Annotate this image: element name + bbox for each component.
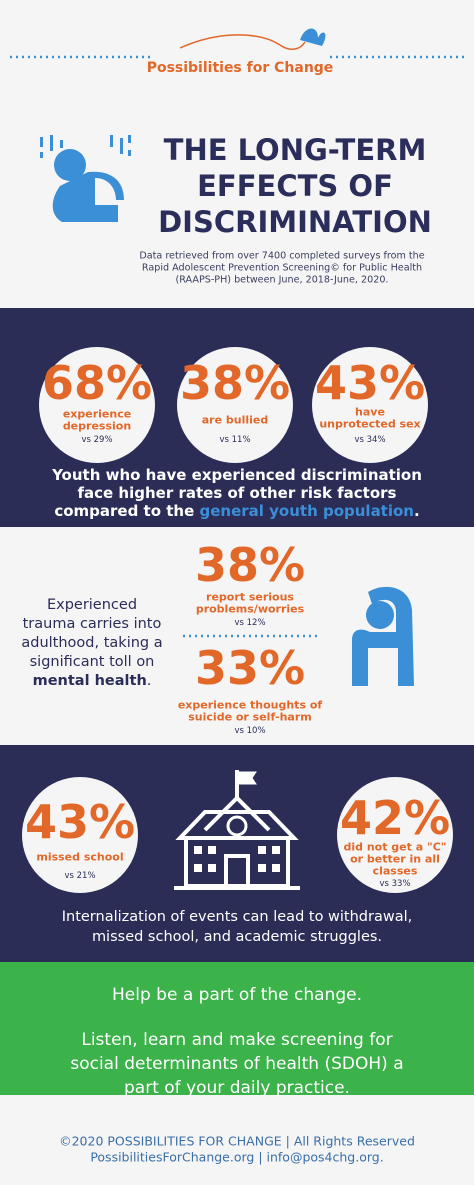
sad-figure-icon	[40, 135, 131, 222]
stat-percent: 68%	[42, 356, 152, 410]
stat-compare: vs 34%	[354, 435, 385, 445]
stat-label: missed school	[36, 851, 123, 864]
title-line: DISCRIMINATION	[158, 205, 432, 239]
mental-line: mental health.	[33, 673, 152, 689]
stat-percent: 38%	[195, 538, 305, 592]
school-windows	[194, 846, 280, 872]
mental-text: Experienced trauma carries into adulthoo…	[21, 597, 162, 689]
cta-bg	[0, 962, 474, 1095]
stat-circle	[22, 777, 138, 893]
school-line: Internalization of events can lead to wi…	[62, 909, 413, 925]
stat-label: experience	[63, 408, 131, 421]
stat-label: are bullied	[202, 414, 269, 427]
stat-label: classes	[373, 865, 418, 878]
stat-percent: 43%	[315, 356, 425, 410]
summary-line: Youth who have experienced discriminatio…	[51, 466, 422, 484]
source-line: Data retrieved from over 7400 completed …	[139, 251, 424, 262]
stat-label: have	[355, 406, 385, 419]
stat-label: report serious	[206, 591, 294, 604]
cta-line: part of your daily practice.	[124, 1078, 350, 1098]
mental-period: .	[147, 673, 152, 689]
cta-line: Listen, learn and make screening for	[81, 1030, 392, 1050]
logo-butterfly	[300, 28, 326, 46]
logo-swirl	[179, 34, 306, 50]
stat-compare: vs 12%	[234, 618, 265, 628]
stat-label: or better in all	[350, 853, 440, 866]
title-line: EFFECTS OF	[197, 169, 393, 203]
mental-emphasis: mental health	[33, 673, 147, 689]
stat-circle	[312, 347, 428, 463]
stat-circle	[337, 777, 453, 893]
cta-line: social determinants of health (SDOH) a	[70, 1054, 403, 1074]
stat-label: did not get a "C"	[343, 841, 446, 854]
stat-compare: vs 11%	[219, 435, 250, 445]
stat-label: suicide or self-harm	[188, 711, 312, 724]
summary-period: .	[414, 502, 420, 520]
stat-compare: vs 21%	[64, 871, 95, 881]
cta-heading: Help be a part of the change.	[112, 985, 362, 1005]
summary-link: general youth population	[199, 502, 414, 520]
mental-line: trauma carries into	[23, 616, 162, 632]
mental-line: adulthood, taking a	[21, 635, 162, 651]
stat-label: depression	[63, 420, 131, 433]
risk-summary: Youth who have experienced discriminatio…	[51, 466, 422, 520]
summary-line: compared to the general youth population…	[54, 502, 419, 520]
source-line: Rapid Adolescent Prevention Screening© f…	[142, 263, 422, 274]
school-line: missed school, and academic struggles.	[92, 929, 382, 945]
footer-bg	[0, 1095, 474, 1185]
stat-percent: 42%	[340, 791, 450, 845]
school-icon	[174, 770, 300, 890]
stat-percent: 43%	[25, 795, 135, 849]
stat-percent: 38%	[180, 356, 290, 410]
summary-text: compared to the	[54, 502, 194, 520]
stat-compare: vs 33%	[379, 879, 410, 889]
source-line: (RAAPS-PH) between June, 2018-June, 2020…	[176, 275, 389, 286]
footer-line: ©2020 POSSIBILITIES FOR CHANGE | All Rig…	[59, 1134, 415, 1149]
title-line: THE LONG-TERM	[164, 133, 427, 167]
logo-text: Possibilities for Change	[147, 60, 334, 76]
stat-label: experience thoughts of	[178, 699, 323, 712]
mental-line: significant toll on	[30, 654, 155, 670]
summary-line: face higher rates of other risk factors	[78, 484, 397, 502]
footer-line: PossibilitiesForChange.org | info@pos4ch…	[90, 1150, 383, 1165]
stat-label: problems/worries	[196, 603, 305, 616]
distressed-figure-icon	[352, 586, 414, 686]
stat-compare: vs 10%	[234, 726, 265, 736]
mental-line: Experienced	[47, 597, 137, 613]
stat-label: unprotected sex	[319, 418, 420, 431]
stat-circle	[39, 347, 155, 463]
stat-circle	[177, 347, 293, 463]
stat-compare: vs 29%	[81, 435, 112, 445]
stat-percent: 33%	[195, 641, 305, 695]
